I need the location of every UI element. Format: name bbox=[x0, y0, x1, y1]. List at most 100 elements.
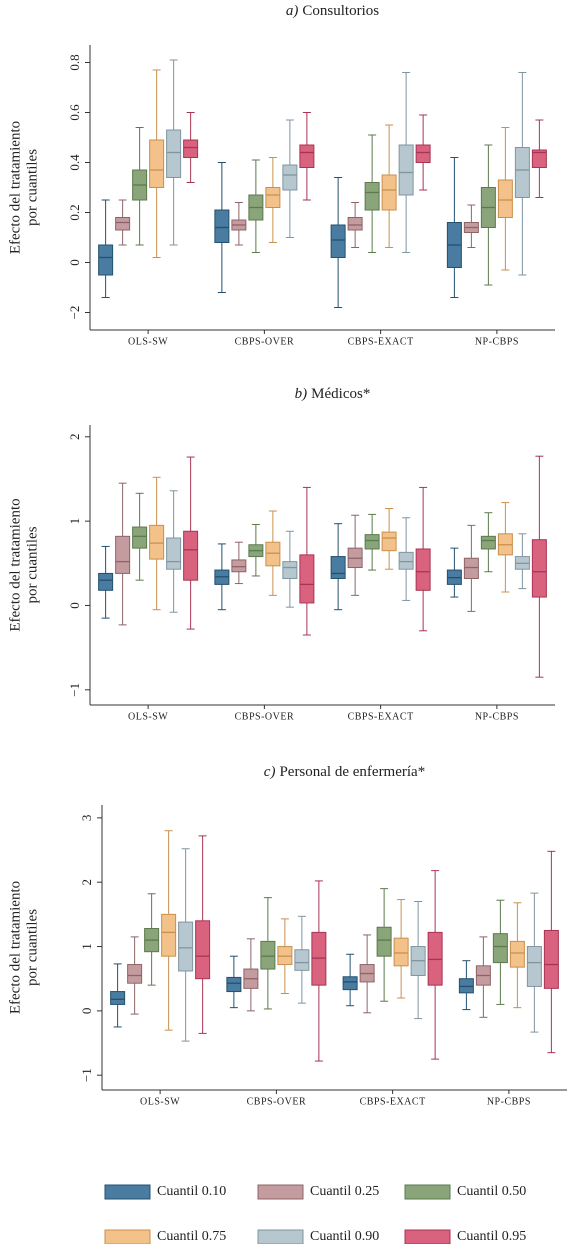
box bbox=[480, 535, 496, 550]
box bbox=[183, 139, 199, 158]
box bbox=[115, 535, 131, 574]
box bbox=[398, 144, 414, 196]
y-tick-label: −1 bbox=[79, 1068, 94, 1082]
box bbox=[265, 187, 281, 208]
y-axis-label: por cuantiles bbox=[24, 909, 40, 986]
y-axis-label: por cuantiles bbox=[24, 149, 40, 226]
box bbox=[509, 940, 525, 968]
y-tick-label: 0 bbox=[67, 602, 82, 609]
box bbox=[514, 147, 530, 198]
y-tick-label: 2 bbox=[67, 434, 82, 441]
box bbox=[415, 144, 431, 163]
box bbox=[347, 217, 363, 231]
chart-title: b) Médicos* bbox=[295, 386, 371, 402]
box bbox=[195, 920, 211, 980]
box bbox=[226, 976, 242, 993]
box bbox=[492, 933, 508, 964]
box bbox=[543, 929, 559, 989]
box bbox=[381, 531, 397, 552]
box bbox=[282, 164, 298, 191]
box bbox=[531, 539, 547, 598]
panel-label: c) bbox=[264, 764, 276, 780]
legend-swatch bbox=[104, 1184, 151, 1200]
box bbox=[342, 976, 358, 991]
box bbox=[393, 937, 409, 967]
box bbox=[299, 554, 315, 604]
x-tick-label: OLS-SW bbox=[140, 1096, 180, 1107]
y-axis-label: Efecto del tratamiento bbox=[7, 498, 23, 631]
legend-label: Cuantil 0.95 bbox=[457, 1229, 526, 1244]
legend-swatch bbox=[104, 1229, 151, 1244]
box bbox=[265, 541, 281, 567]
legend-label: Cuantil 0.25 bbox=[310, 1184, 379, 1199]
box bbox=[149, 139, 165, 188]
y-axis-label: Efecto del tratamiento bbox=[7, 121, 23, 254]
box bbox=[463, 557, 479, 579]
legend-swatch bbox=[257, 1184, 304, 1200]
box bbox=[364, 182, 380, 211]
x-tick-label: NP-CBPS bbox=[487, 1096, 531, 1107]
box bbox=[299, 144, 315, 168]
legend-label: Cuantil 0.90 bbox=[310, 1229, 379, 1244]
legend-label: Cuantil 0.50 bbox=[457, 1184, 526, 1199]
y-tick-label: 0.8 bbox=[67, 54, 82, 70]
box bbox=[526, 946, 542, 987]
box bbox=[376, 926, 392, 957]
y-tick-label: −1 bbox=[67, 683, 82, 697]
box bbox=[149, 524, 165, 560]
title-text: Personal de enfermería* bbox=[279, 764, 425, 780]
box bbox=[260, 940, 276, 970]
y-tick-label: 0 bbox=[67, 259, 82, 266]
box bbox=[115, 217, 131, 231]
y-tick-label: 0 bbox=[79, 1008, 94, 1015]
x-tick-label: CBPS-EXACT bbox=[360, 1096, 426, 1107]
y-tick-label: 0.6 bbox=[67, 104, 82, 121]
y-axis-label: Efecto del tratamiento bbox=[7, 881, 23, 1014]
chart-title: c) Personal de enfermería* bbox=[264, 764, 425, 780]
panel-label: b) bbox=[295, 386, 308, 402]
title-text: Médicos* bbox=[311, 386, 370, 402]
box bbox=[497, 179, 513, 218]
box bbox=[132, 526, 148, 549]
x-tick-label: NP-CBPS bbox=[475, 336, 519, 347]
box bbox=[415, 548, 431, 591]
y-tick-label: 1 bbox=[79, 943, 94, 950]
box bbox=[398, 551, 414, 570]
x-tick-label: OLS-SW bbox=[128, 336, 168, 347]
x-tick-label: OLS-SW bbox=[128, 711, 168, 722]
box bbox=[531, 149, 547, 168]
box bbox=[166, 537, 182, 570]
box bbox=[178, 921, 194, 972]
box bbox=[231, 559, 247, 573]
x-tick-label: CBPS-EXACT bbox=[348, 711, 414, 722]
box bbox=[161, 913, 177, 957]
y-tick-label: 0.2 bbox=[67, 204, 82, 220]
title-text: Consultorios bbox=[302, 3, 379, 19]
box bbox=[166, 129, 182, 178]
y-tick-label: 1 bbox=[67, 518, 82, 525]
y-tick-label: −2 bbox=[67, 306, 82, 320]
legend-swatch bbox=[404, 1229, 451, 1244]
box bbox=[183, 530, 199, 581]
box bbox=[330, 556, 346, 579]
box bbox=[98, 572, 114, 591]
legend-swatch bbox=[404, 1184, 451, 1200]
y-axis-label: por cuantiles bbox=[24, 526, 40, 603]
legend-label: Cuantil 0.75 bbox=[157, 1229, 226, 1244]
y-tick-label: 0.4 bbox=[67, 154, 82, 171]
chart-title: a) Consultorios bbox=[286, 3, 379, 19]
legend-label: Cuantil 0.10 bbox=[157, 1184, 226, 1199]
legend-swatch bbox=[257, 1229, 304, 1244]
box bbox=[330, 224, 346, 258]
x-tick-label: CBPS-OVER bbox=[247, 1096, 307, 1107]
y-tick-label: 3 bbox=[79, 815, 94, 822]
box bbox=[98, 244, 114, 276]
box bbox=[282, 561, 298, 579]
panel-label: a) bbox=[286, 3, 299, 19]
box bbox=[381, 174, 397, 211]
box bbox=[110, 991, 126, 1005]
box bbox=[127, 964, 143, 984]
x-tick-label: CBPS-OVER bbox=[235, 336, 295, 347]
box bbox=[364, 534, 380, 550]
